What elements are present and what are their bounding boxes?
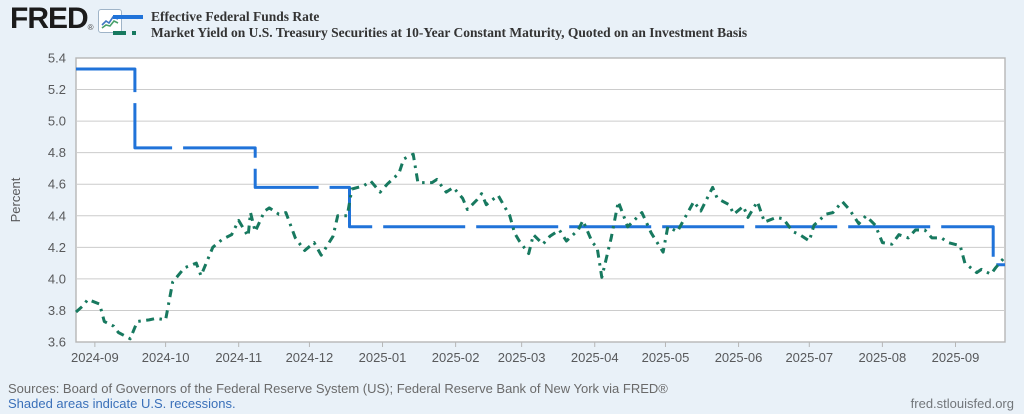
y-tick-label: 4.6 (48, 177, 66, 192)
y-tick-label: 4.0 (48, 271, 66, 286)
legend-item-effr: Effective Federal Funds Rate (113, 9, 747, 25)
x-tick-label: 2024-09 (71, 350, 119, 365)
registered-mark: ® (87, 23, 94, 32)
legend-swatch-solid-line (113, 15, 143, 19)
y-tick-label: 4.4 (48, 208, 66, 223)
chart-plot-area[interactable]: 3.6 3.8 4.0 4.2 4.4 4.6 4.8 5.0 5.2 5.4 Percent 202… (0, 0, 1024, 375)
legend-item-10y-treasury: Market Yield on U.S. Treasury Securities… (113, 25, 747, 41)
recessions-note-link[interactable]: Shaded areas indicate U.S. recessions. (8, 396, 236, 411)
y-tick-label: 5.4 (48, 51, 66, 66)
x-tick-label: 2025-07 (785, 350, 833, 365)
x-tick-label: 2025-05 (642, 350, 690, 365)
x-tick-label: 2025-01 (359, 350, 407, 365)
fred-logo-text: FRED (10, 2, 89, 35)
x-tick-label: 2025-06 (715, 350, 763, 365)
legend-label-10y-treasury: Market Yield on U.S. Treasury Securities… (151, 25, 748, 40)
fred-site-link[interactable]: fred.stlouisfed.org (910, 396, 1014, 411)
series-line-10y-treasury (75, 152, 1007, 341)
plot-background (75, 57, 1006, 343)
x-tick-label: 2025-04 (571, 350, 619, 365)
x-tick-label: 2025-08 (859, 350, 907, 365)
y-tick-label: 3.6 (48, 335, 66, 350)
x-tick-label: 2024-12 (286, 350, 334, 365)
series-line-effr (76, 67, 1005, 267)
y-tick-label: 5.2 (48, 82, 66, 97)
y-tick-label: 4.8 (48, 145, 66, 160)
x-tick-label: 2025-02 (432, 350, 480, 365)
y-axis-title: Percent (8, 177, 23, 222)
y-tick-label: 5.0 (48, 114, 66, 129)
x-tick-label: 2024-10 (142, 350, 190, 365)
y-tick-label: 3.8 (48, 303, 66, 318)
x-tick-label: 2025-03 (498, 350, 546, 365)
y-tick-label: 4.2 (48, 240, 66, 255)
x-tick-label: 2024-11 (215, 350, 262, 365)
chart-legend: Effective Federal Funds Rate Market Yiel… (113, 9, 747, 41)
x-tick-label: 2025-09 (932, 350, 980, 365)
legend-swatch-dash-dot-line (113, 31, 143, 35)
line-chart-icon (97, 9, 122, 33)
fred-logo[interactable]: FRED ® (10, 4, 122, 34)
sources-text: Sources: Board of Governors of the Feder… (8, 381, 668, 396)
legend-label-effr: Effective Federal Funds Rate (151, 9, 320, 24)
